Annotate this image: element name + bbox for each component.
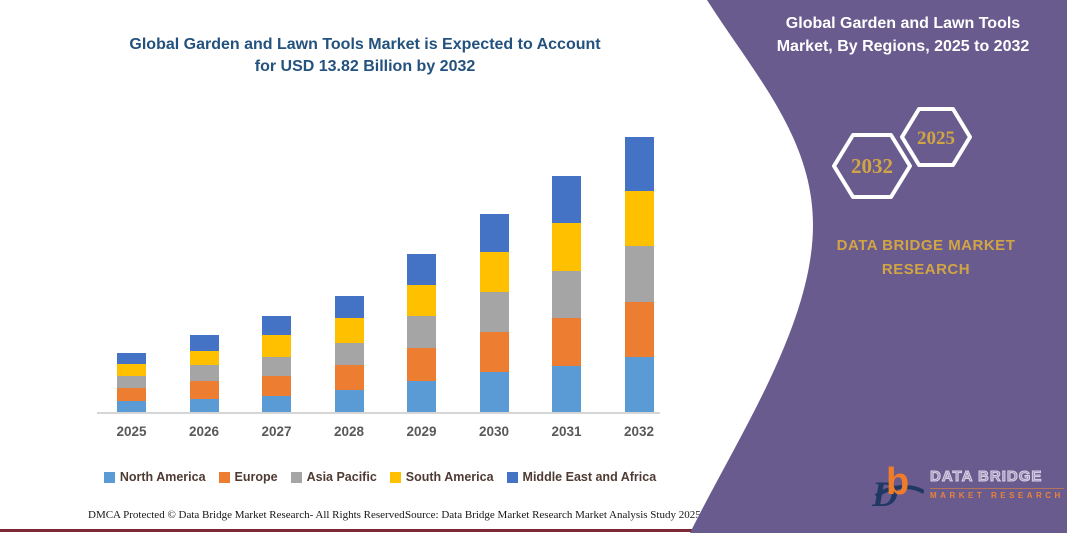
panel-heading: Global Garden and Lawn Tools Market, By … <box>753 12 1053 58</box>
bar-segment-south-america <box>552 223 581 272</box>
bar-segment-europe <box>407 347 436 381</box>
hexagon-badges: 2032 2025 <box>832 107 972 199</box>
bar-segment-asia-pacific <box>552 271 581 319</box>
bar-segment-middle-east-and-africa <box>262 315 291 335</box>
bar-segment-middle-east-and-africa <box>552 176 581 224</box>
bar-group-2027 <box>262 315 291 412</box>
bar-segment-asia-pacific <box>117 376 146 388</box>
bar-segment-europe <box>189 381 219 400</box>
hexagon-2032-label: 2032 <box>851 154 893 178</box>
bar-segment-asia-pacific <box>624 246 654 303</box>
logo-b-glyph: b <box>886 461 909 503</box>
x-axis-label-2031: 2031 <box>551 424 582 439</box>
brand-line2: RESEARCH <box>881 261 971 278</box>
logo-name: DATA BRIDGE <box>930 468 1043 486</box>
chart-title-line1: Global Garden and Lawn Tools Market is E… <box>129 36 601 53</box>
legend-swatch <box>218 471 230 483</box>
bar-group-2026 <box>189 335 219 412</box>
x-axis-label-2027: 2027 <box>261 424 292 439</box>
legend-item-south-america: South America <box>389 470 494 484</box>
bar-segment-south-america <box>117 364 146 377</box>
bar-segment-north-america <box>189 399 219 412</box>
x-axis-label-2030: 2030 <box>478 424 510 439</box>
legend-item-asia-pacific: Asia Pacific <box>290 470 377 484</box>
panel-heading-line2: Market, By Regions, 2025 to 2032 <box>776 38 1030 56</box>
bar-segment-middle-east-and-africa <box>117 352 146 365</box>
x-axis-line <box>97 412 660 414</box>
bar-segment-north-america <box>117 401 146 412</box>
legend-swatch <box>506 471 518 483</box>
chart-legend: North America Europe Asia Pacific South Ame… <box>80 470 680 484</box>
legend-item-north-america: North America <box>103 470 206 484</box>
bar-group-2028 <box>334 295 364 412</box>
bar-segment-north-america <box>334 389 364 412</box>
dbmr-logo: D b DATA BRIDGE MARKET RESEARCH <box>872 458 1064 510</box>
copyright-text: DMCA Protected © Data Bridge Market Rese… <box>88 509 408 521</box>
bar-segment-south-america <box>624 191 654 247</box>
legend-label: South America <box>405 470 494 484</box>
bar-group-2031 <box>552 176 581 412</box>
bottom-divider <box>0 529 1067 532</box>
bar-group-2032 <box>624 136 654 412</box>
bar-segment-europe <box>479 331 509 372</box>
legend-swatch <box>103 471 115 483</box>
legend-label: Asia Pacific <box>306 470 377 484</box>
legend-swatch <box>290 471 302 483</box>
x-axis-label-2025: 2025 <box>116 424 147 439</box>
bar-segment-south-america <box>189 351 219 366</box>
bar-segment-north-america <box>262 396 291 412</box>
bar-segment-europe <box>117 387 146 402</box>
bar-segment-north-america <box>479 371 509 412</box>
bar-segment-asia-pacific <box>334 342 364 365</box>
bar-segment-south-america <box>334 317 364 343</box>
bar-group-2029 <box>407 253 436 412</box>
bar-segment-south-america <box>407 284 436 316</box>
legend-label: Europe <box>234 470 278 484</box>
legend-item-middle-east-and-africa: Middle East and Africa <box>506 470 657 484</box>
bar-segment-asia-pacific <box>262 357 291 377</box>
bar-segment-europe <box>262 376 291 397</box>
bar-segment-asia-pacific <box>479 291 509 332</box>
bar-segment-north-america <box>624 357 654 412</box>
logo-subtitle: MARKET RESEARCH <box>930 488 1064 500</box>
bar-segment-europe <box>334 364 364 390</box>
x-axis-label-2026: 2026 <box>188 424 220 439</box>
bar-segment-north-america <box>552 365 581 412</box>
x-axis-label-2028: 2028 <box>333 424 365 439</box>
bar-segment-europe <box>552 318 581 366</box>
bar-segment-europe <box>624 302 654 358</box>
source-text: Source: Data Bridge Market Research Mark… <box>405 509 701 521</box>
chart-title: Global Garden and Lawn Tools Market is E… <box>70 34 660 79</box>
bar-segment-middle-east-and-africa <box>189 335 219 352</box>
legend-label: North America <box>119 470 206 484</box>
bar-segment-asia-pacific <box>189 365 219 382</box>
legend-label: Middle East and Africa <box>522 470 657 484</box>
panel-heading-line1: Global Garden and Lawn Tools <box>785 15 1021 32</box>
bar-segment-middle-east-and-africa <box>624 136 654 192</box>
chart-title-line2: for USD 13.82 Billion by 2032 <box>254 58 476 76</box>
bar-segment-asia-pacific <box>407 315 436 348</box>
x-axis-label-2032: 2032 <box>623 424 655 439</box>
bar-segment-middle-east-and-africa <box>407 253 436 285</box>
bar-segment-south-america <box>479 251 509 292</box>
bar-segment-middle-east-and-africa <box>334 295 364 318</box>
brand-line1: DATA BRIDGE MARKET <box>836 237 1016 254</box>
bar-segment-south-america <box>262 334 291 358</box>
logo-texts: DATA BRIDGE MARKET RESEARCH <box>930 468 1064 500</box>
legend-swatch <box>389 471 401 483</box>
bar-group-2030 <box>479 213 509 412</box>
legend-item-europe: Europe <box>218 470 278 484</box>
hexagon-2025-label: 2025 <box>917 128 955 149</box>
brand-wordmark: DATA BRIDGE MARKET RESEARCH <box>792 234 1060 282</box>
bar-segment-north-america <box>407 380 436 412</box>
x-axis-label-2029: 2029 <box>406 424 437 439</box>
bar-group-2025 <box>117 352 146 412</box>
bar-segment-middle-east-and-africa <box>479 213 509 252</box>
dbmr-logo-icon: D b <box>872 461 924 510</box>
